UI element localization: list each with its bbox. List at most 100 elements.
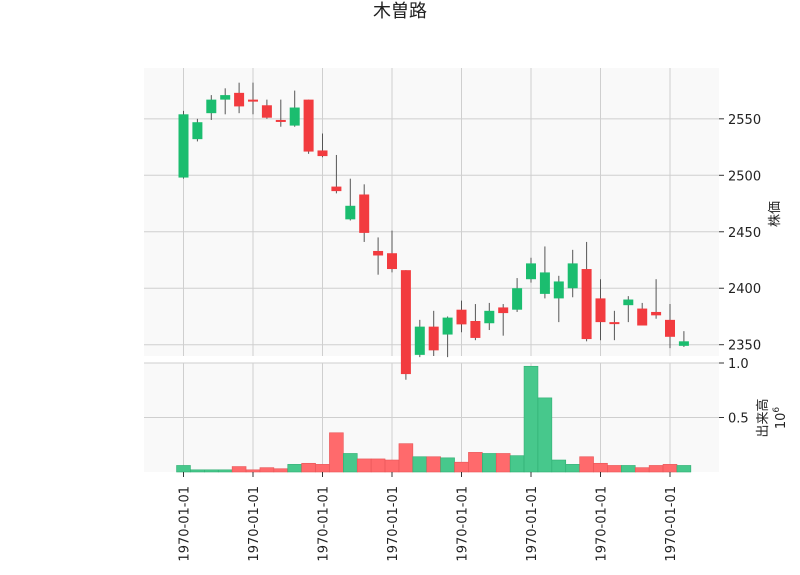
candle-body <box>539 272 550 294</box>
x-tick-label: 1970-01-01 <box>456 486 471 562</box>
volume-bar <box>537 397 553 473</box>
volume-bar <box>384 459 400 473</box>
candle-body <box>498 307 509 314</box>
volume-bar <box>648 465 664 473</box>
candle-body <box>484 310 495 324</box>
candle-body <box>248 99 258 102</box>
volume-bar <box>176 465 191 473</box>
volume-bar <box>593 462 608 473</box>
candle-body <box>387 253 397 270</box>
volume-exponent-power: 6 <box>772 407 782 413</box>
candle-body <box>665 319 675 337</box>
volume-bar <box>468 452 483 473</box>
volume-bar <box>329 432 344 473</box>
volume-tick-label: 0.5 <box>728 412 749 427</box>
grid-lines <box>144 68 719 472</box>
x-axis-ticks: 1970-01-01 1970-01-01 1970-01-01 1970-01-01… <box>178 472 679 562</box>
price-axis-label: 株価 <box>768 201 783 227</box>
volume-bar <box>398 443 414 473</box>
volume-bar <box>412 456 428 473</box>
volume-bar <box>301 462 316 473</box>
price-tick-label: 2350 <box>728 339 761 354</box>
candle-body <box>651 311 662 316</box>
volume-bar <box>676 465 692 473</box>
volume-axis-label: 出来高 <box>755 398 771 437</box>
volume-bar <box>315 464 330 473</box>
volume-bar <box>495 453 511 473</box>
candle-body <box>581 269 592 340</box>
price-panel-background <box>144 68 719 356</box>
candle-body <box>637 308 648 326</box>
candle-body <box>428 326 439 351</box>
volume-bar <box>204 469 219 473</box>
x-tick-label: 1970-01-01 <box>664 486 679 562</box>
candle-body <box>609 322 620 325</box>
candle-body <box>400 270 411 375</box>
candle-body <box>512 288 523 310</box>
volume-bar <box>551 459 567 473</box>
volume-bar <box>287 464 302 473</box>
candle-body <box>553 281 564 299</box>
candle-body <box>678 341 689 346</box>
volume-tick-label: 1.0 <box>728 357 749 372</box>
candle-body <box>289 107 300 126</box>
volume-bar <box>231 466 247 473</box>
volume-bar <box>343 453 358 473</box>
x-tick-label: 1970-01-01 <box>386 486 401 562</box>
volume-bar <box>662 464 678 473</box>
volume-bar <box>356 458 372 473</box>
price-tick-label: 2450 <box>728 226 761 241</box>
candle-body <box>526 263 536 280</box>
volume-bar <box>634 467 650 473</box>
candle-body <box>470 320 481 338</box>
price-tick-label: 2400 <box>728 282 761 297</box>
chart-title: 木曽路 <box>373 1 427 22</box>
volume-bar <box>607 465 622 473</box>
volume-bar <box>259 467 275 473</box>
price-tick-label: 2550 <box>728 113 761 128</box>
volume-bar <box>370 458 386 473</box>
volume-bars <box>176 365 692 473</box>
volume-bar <box>440 457 455 473</box>
volume-bar <box>523 365 539 473</box>
volume-bar <box>579 456 594 473</box>
price-axis-ticks: 2350 2400 2450 2500 2550 <box>719 113 761 354</box>
candle-body <box>206 99 217 114</box>
candle-body <box>317 150 328 157</box>
candle-body <box>303 99 314 152</box>
volume-bar <box>217 469 233 473</box>
candle-body <box>442 317 453 335</box>
candle-body <box>234 92 245 107</box>
volume-bar <box>245 469 261 473</box>
volume-bar <box>509 455 525 473</box>
candle-body <box>373 250 384 256</box>
candlesticks <box>178 82 689 380</box>
candle-body <box>275 119 286 122</box>
candle-body <box>359 194 370 233</box>
candle-body <box>595 298 606 323</box>
x-tick-label: 1970-01-01 <box>247 486 262 562</box>
candle-body <box>414 326 425 355</box>
candle-body <box>331 186 342 192</box>
x-tick-label: 1970-01-01 <box>178 486 193 562</box>
volume-exponent-base: 10 <box>774 413 789 430</box>
candle-body <box>192 122 203 140</box>
volume-axis-ticks: 0.5 1.0 <box>719 357 749 427</box>
volume-bar <box>454 461 469 473</box>
volume-exponent: 106 <box>772 407 789 430</box>
volume-bar <box>426 456 441 473</box>
candle-body <box>178 114 189 178</box>
candle-body <box>456 309 467 325</box>
candle-body <box>220 95 231 100</box>
price-tick-label: 2500 <box>728 169 761 184</box>
candle-body <box>567 263 578 289</box>
candle-body <box>261 105 272 118</box>
candle-body <box>345 205 356 220</box>
x-tick-label: 1970-01-01 <box>525 486 540 562</box>
volume-bar <box>190 469 205 473</box>
volume-bar <box>482 453 497 473</box>
x-tick-label: 1970-01-01 <box>595 486 610 562</box>
volume-bar <box>621 465 636 473</box>
volume-bar <box>273 468 289 473</box>
